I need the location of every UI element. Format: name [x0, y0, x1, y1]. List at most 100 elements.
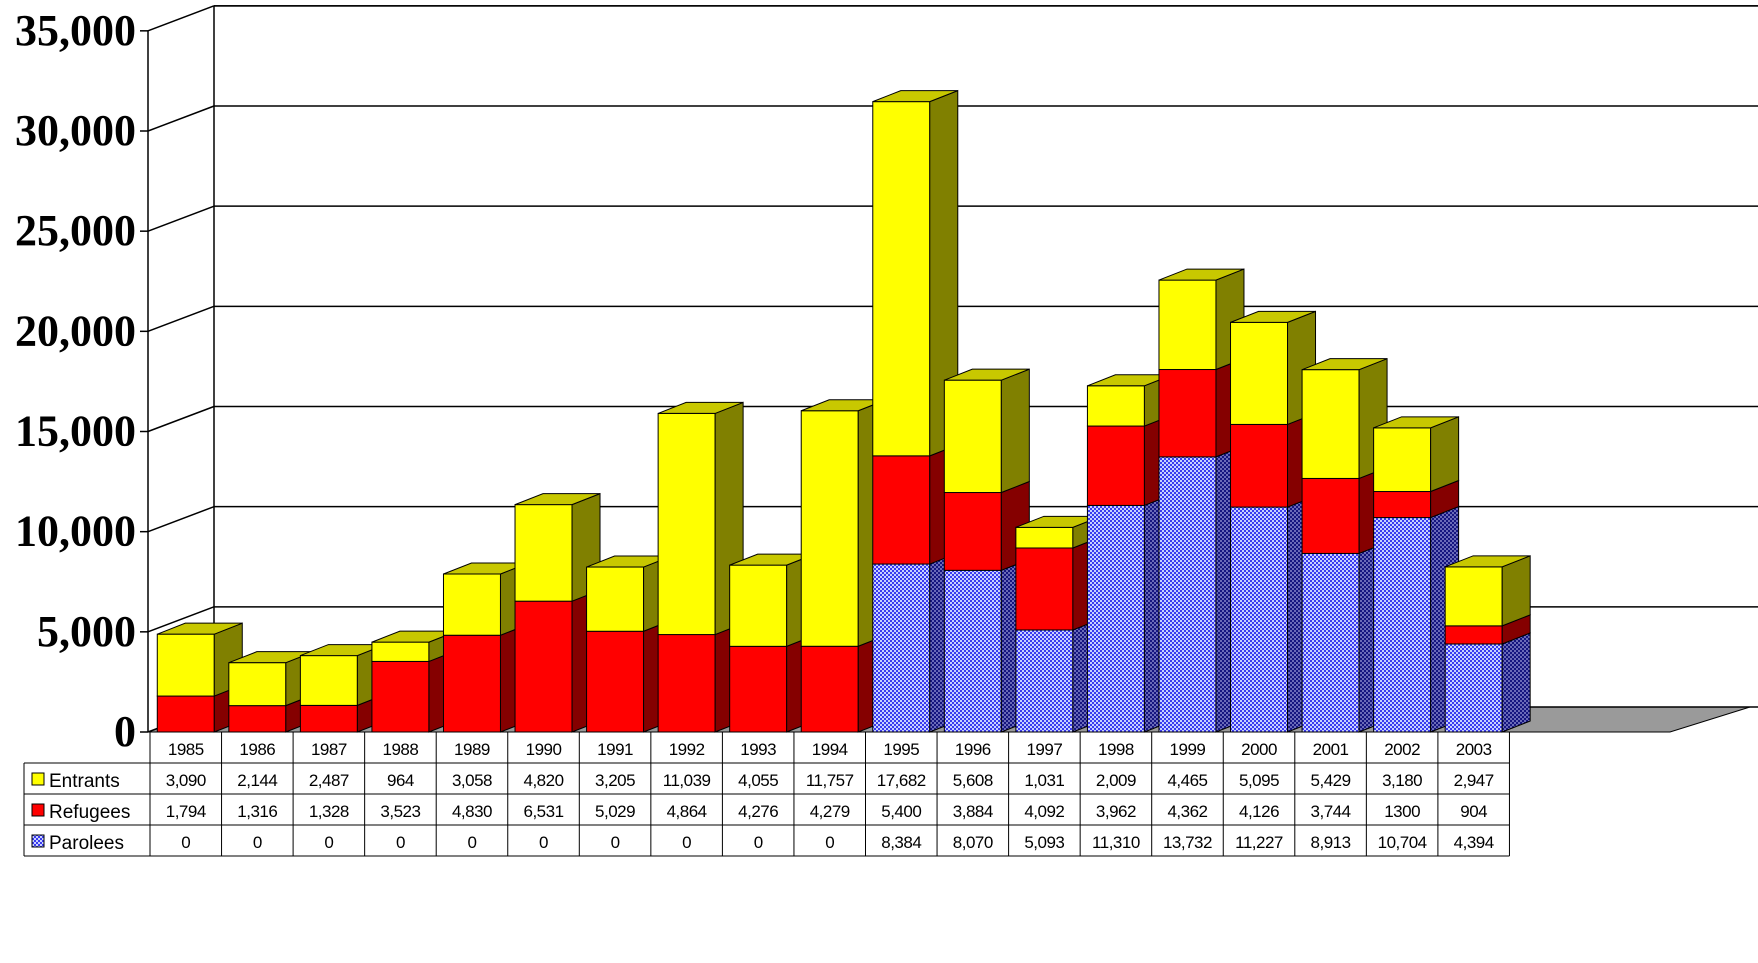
table-header-year: 1987: [311, 740, 347, 759]
bar-side: [1000, 368, 1030, 494]
bar-top: [157, 622, 243, 635]
table-cell-value: 3,180: [1382, 771, 1422, 790]
table-cell-value: 3,962: [1096, 802, 1136, 821]
bars: [156, 89, 1531, 733]
table-cell-value: 5,095: [1239, 771, 1279, 790]
table-cell-value: 0: [754, 833, 763, 852]
bar-stack: [1301, 357, 1388, 733]
bar-face: [514, 504, 573, 602]
bar-segment-refugees: [1373, 479, 1460, 519]
bar-face: [1444, 566, 1503, 627]
bar-face: [1301, 369, 1360, 479]
table-header-year: 2003: [1456, 740, 1492, 759]
table-cell-value: 2,009: [1096, 771, 1136, 790]
bar-face: [442, 634, 501, 733]
table-cell-value: 13,732: [1163, 833, 1212, 852]
table-cell-value: 2,144: [237, 771, 277, 790]
bar-face: [872, 563, 931, 733]
bar-face: [371, 660, 430, 733]
bar-face: [800, 645, 859, 733]
table-cell-value: 17,682: [877, 771, 926, 790]
bar-top: [657, 401, 744, 414]
table-cell-value: 3,205: [595, 771, 635, 790]
table-cell-value: 5,608: [953, 771, 993, 790]
table-cell-value: 0: [611, 833, 620, 852]
table-cell-value: 4,362: [1167, 802, 1207, 821]
table-cell-value: 5,093: [1024, 833, 1064, 852]
table-header-year: 1985: [168, 740, 204, 759]
bar-top: [1301, 358, 1388, 371]
bar-segment-entrants: [943, 368, 1030, 494]
bar-segment-entrants: [371, 630, 458, 663]
table-header-year: 2002: [1384, 740, 1420, 759]
table-cell-value: 0: [324, 833, 333, 852]
bar-face: [1086, 504, 1145, 733]
bar-face: [943, 569, 1002, 733]
table-cell-value: 1,328: [309, 802, 349, 821]
y-tick-label: 30,000: [15, 106, 136, 155]
table-cell-value: 11,227: [1235, 833, 1283, 852]
bar-segment-parolees: [1444, 632, 1531, 733]
table-cell-value: 11,039: [663, 771, 711, 790]
gridline-side: [147, 405, 215, 433]
legend-label-entrants: Entrants: [49, 771, 120, 792]
table-cell-value: 1,794: [166, 802, 206, 821]
table-header-year: 1993: [740, 740, 776, 759]
table-header-year: 1986: [239, 740, 275, 759]
legend-key-refugees: [31, 803, 45, 817]
bar-face: [228, 705, 287, 733]
table-cell-value: 4,820: [524, 771, 564, 790]
y-tick-label: 10,000: [15, 507, 136, 556]
bar-segment-entrants: [1444, 555, 1531, 627]
bar-face: [1158, 369, 1217, 458]
table-cell-value: 6,531: [524, 802, 564, 821]
bar-face: [729, 564, 788, 647]
bar-face: [228, 662, 287, 707]
table-cell-value: 0: [181, 833, 190, 852]
bar-face: [943, 379, 1002, 494]
bar-face: [1444, 625, 1503, 645]
bar-face: [1158, 456, 1217, 733]
table-cell-value: 8,070: [953, 833, 993, 852]
bar-face: [371, 641, 430, 662]
table-cell-value: 4,276: [738, 802, 778, 821]
bar-face: [1015, 629, 1074, 733]
legend-label-refugees: Refugees: [49, 802, 130, 823]
table-cell-value: 11,757: [806, 771, 854, 790]
table-cell-value: 964: [387, 771, 414, 790]
legend-key-parolees: [31, 834, 45, 848]
table-cell-value: 0: [253, 833, 262, 852]
data-table: 1985 1986 1987 1988 1989 1990 1991 1992 1993 1994…: [23, 731, 1510, 857]
table-cell-value: 3,884: [953, 802, 993, 821]
bar-top: [1444, 555, 1531, 568]
table-cell-value: 10,704: [1378, 833, 1427, 852]
bar-face: [1015, 547, 1074, 631]
table-header-year: 1996: [955, 740, 991, 759]
bar-face: [299, 655, 358, 706]
table-cell-value: 3,090: [166, 771, 206, 790]
bar-segment-refugees: [1444, 614, 1531, 645]
table-cell-value: 0: [539, 833, 548, 852]
table-cell-value: 4,092: [1024, 802, 1064, 821]
table-cell-value: 5,029: [595, 802, 635, 821]
bar-face: [657, 634, 716, 733]
table-cell-value: 0: [467, 833, 476, 852]
bar-stack: [371, 630, 458, 733]
table-cell-value: 0: [825, 833, 834, 852]
bar-segment-refugees: [943, 480, 1030, 572]
table-header-year: 2001: [1313, 740, 1349, 759]
gridline-side: [147, 205, 215, 232]
bar-face: [1086, 385, 1145, 427]
table-header-year: 1988: [383, 740, 419, 759]
bar-segment-entrants: [514, 492, 601, 602]
y-axis: 0 5,000 10,000 15,000 20,000 25,000 30,000 35,0…: [15, 6, 149, 756]
legend-key-entrants: [31, 772, 45, 786]
bar-face: [1301, 552, 1360, 733]
table-cell-value: 4,126: [1239, 802, 1279, 821]
bar-top: [514, 493, 601, 506]
table-header-year: 1997: [1026, 740, 1062, 759]
gridline-side: [147, 505, 215, 533]
bar-face: [872, 455, 931, 565]
table-cell-value: 4,465: [1167, 771, 1207, 790]
